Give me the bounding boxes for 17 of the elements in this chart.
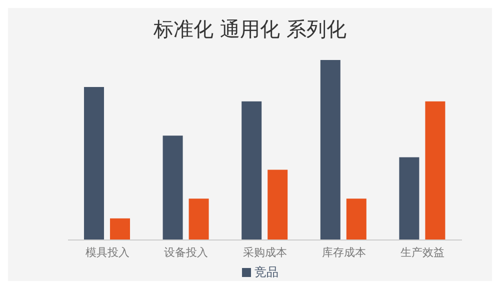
bar [346,198,366,240]
x-tick-label: 模具投入 [85,246,130,259]
chart-title: 标准化 通用化 系列化 [152,16,348,43]
bar [320,60,340,240]
legend-label: 竞品 [254,265,278,279]
bar [242,101,262,240]
bar [188,198,209,240]
x-tick-label: 设备投入 [164,246,208,259]
bar [399,157,420,240]
x-tick-label: 库存成本 [322,246,366,259]
x-tick-label: 生产效益 [400,246,445,259]
bar [84,87,104,240]
bar [425,101,446,240]
x-tick-label: 采购成本 [243,246,287,259]
bar [162,136,183,240]
bar [110,218,130,240]
bar [268,170,288,240]
